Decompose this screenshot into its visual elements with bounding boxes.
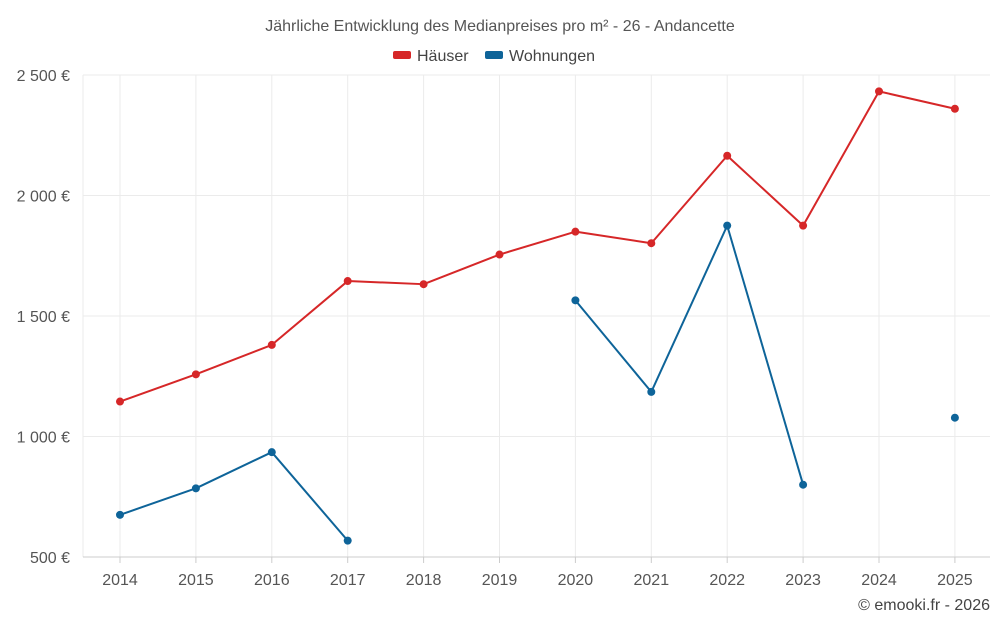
data-point-wohnungen-2014[interactable] <box>116 510 124 519</box>
data-point-haeuser-2018[interactable] <box>419 280 428 289</box>
legend-label-haeuser[interactable]: Häuser <box>417 48 469 65</box>
legend-label-wohnungen[interactable]: Wohnungen <box>509 48 595 65</box>
data-point-haeuser-2016[interactable] <box>267 340 276 349</box>
data-point-wohnungen-2025[interactable] <box>950 413 959 422</box>
series-line-wohnungen <box>574 224 805 486</box>
data-point-wohnungen-2020[interactable] <box>571 296 580 305</box>
data-point-wohnungen-2016[interactable] <box>267 448 276 457</box>
x-tick-label: 2015 <box>178 572 214 589</box>
y-axis: 500 € 1 000 € 1 500 € 2 000 € 2 500 € <box>17 68 70 567</box>
data-point-haeuser-2021[interactable] <box>647 239 656 248</box>
x-tick-label: 2019 <box>482 572 518 589</box>
x-tick-label: 2018 <box>406 572 442 589</box>
y-tick-label: 1 500 € <box>17 309 70 326</box>
data-point-wohnungen-2015[interactable] <box>191 484 200 493</box>
data-point-haeuser-2025[interactable] <box>950 104 959 113</box>
x-tick-label: 2023 <box>785 572 821 589</box>
credit-text: © emooki.fr - 2026 <box>858 597 990 614</box>
series-line-wohnungen <box>119 451 349 542</box>
x-tick-label: 2017 <box>330 572 366 589</box>
data-point-wohnungen-2022[interactable] <box>723 221 732 230</box>
legend: Häuser Wohnungen <box>393 48 595 65</box>
x-tick-label: 2016 <box>254 572 290 589</box>
x-tick-label: 2020 <box>558 572 594 589</box>
y-tick-label: 2 500 € <box>17 68 70 85</box>
legend-swatch-wohnungen[interactable] <box>485 51 503 59</box>
x-tick-label: 2014 <box>102 572 138 589</box>
data-point-haeuser-2020[interactable] <box>571 227 580 236</box>
x-tick-label: 2024 <box>861 572 897 589</box>
data-point-haeuser-2023[interactable] <box>799 221 808 230</box>
x-tick-label: 2021 <box>634 572 670 589</box>
x-tick-label: 2022 <box>709 572 745 589</box>
y-tick-label: 2 000 € <box>17 189 70 206</box>
data-point-haeuser-2014[interactable] <box>116 397 124 406</box>
data-point-haeuser-2022[interactable] <box>723 151 732 160</box>
data-point-haeuser-2017[interactable] <box>343 277 352 286</box>
series-line-haeuser <box>119 90 956 403</box>
grid <box>82 74 990 558</box>
x-axis: 2014 2015 2016 2017 2018 2019 2020 2021 2022 2023… <box>83 556 990 589</box>
data-point-haeuser-2019[interactable] <box>495 250 504 259</box>
y-tick-label: 1 000 € <box>17 430 70 447</box>
x-tick-label: 2025 <box>937 572 973 589</box>
series-layer <box>116 87 959 545</box>
y-tick-label: 500 € <box>30 550 70 567</box>
data-point-wohnungen-2023[interactable] <box>799 480 808 489</box>
data-point-haeuser-2024[interactable] <box>875 87 883 96</box>
data-point-wohnungen-2021[interactable] <box>647 387 656 396</box>
data-point-wohnungen-2017[interactable] <box>343 536 352 545</box>
data-point-haeuser-2015[interactable] <box>191 370 200 379</box>
chart-title: Jährliche Entwicklung des Medianpreises … <box>265 18 735 35</box>
legend-swatch-haeuser[interactable] <box>393 51 411 59</box>
